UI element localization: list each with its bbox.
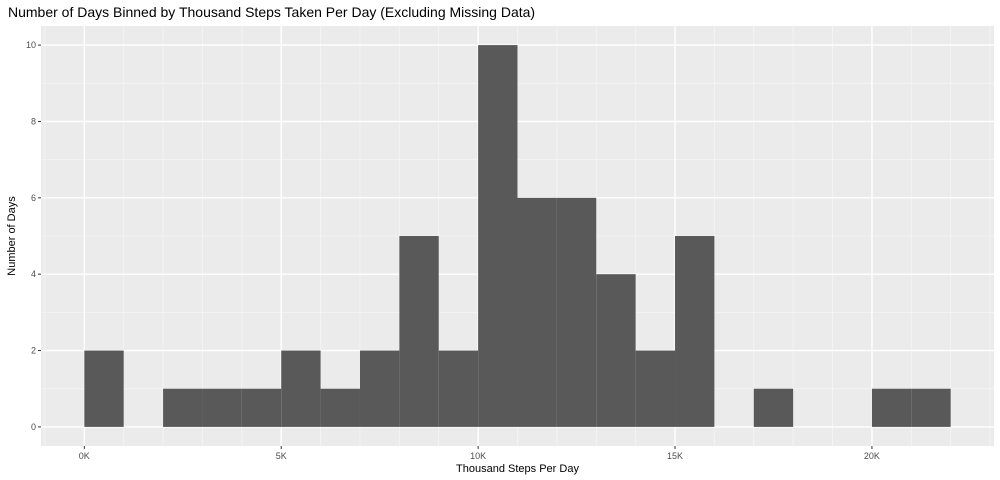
x-tick-label: 0K [79,451,90,461]
histogram-bar [911,388,951,427]
histogram-bars [84,45,951,427]
x-tick-label: 15K [667,451,683,461]
x-tick-label: 5K [276,451,287,461]
y-tick-label: 10 [26,40,36,50]
histogram-bar [871,388,912,427]
x-tick-label: 20K [864,451,880,461]
y-tick-label: 8 [31,116,36,126]
histogram-bar [556,197,597,427]
histogram-bar [163,388,203,427]
x-axis-title: Thousand Steps Per Day [456,463,579,475]
histogram-bar [84,350,124,427]
y-tick-label: 0 [31,422,36,432]
histogram-bar [320,388,360,427]
histogram-bar [478,45,518,427]
y-tick-label: 6 [31,193,36,203]
histogram-bar [241,388,282,427]
histogram-bar [517,197,557,427]
chart-title: Number of Days Binned by Thousand Steps … [8,4,535,20]
histogram-bar [359,350,400,427]
y-tick-label: 4 [31,269,36,279]
histogram-bar [438,350,479,427]
histogram-bar [281,350,321,427]
histogram-bar [753,388,794,427]
x-axis: 0K 5K 10K 15K 20K [79,446,880,461]
histogram-bar [202,388,242,427]
y-axis: 0 2 4 6 8 10 [26,40,41,432]
x-tick-label: 10K [470,451,486,461]
y-tick-label: 2 [31,346,36,356]
histogram-bar [596,274,636,427]
y-axis-title: Number of Days [6,196,18,276]
histogram-bar [399,236,439,427]
histogram-bar [675,236,715,427]
histogram-bar [635,350,676,427]
